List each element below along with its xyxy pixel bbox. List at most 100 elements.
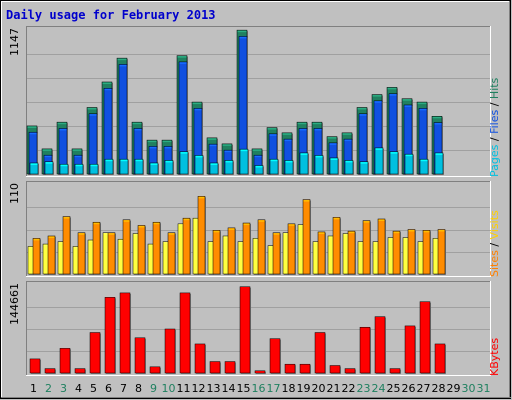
bar-hits-pages-day-26-highlight [405,154,413,157]
bar-visits-sites-day-18 [287,223,296,275]
bar-hits-pages-day-20-highlight [315,155,323,158]
bar-visits-visits-day-1-highlight [28,246,35,249]
bar-hits-hits-day-20-highlight [312,122,322,125]
x-tick-label-day-1: 1 [30,382,37,395]
bar-kbytes-day-25-highlight [390,369,400,371]
bar-hits-pages-day-4-highlight [75,164,83,167]
bar-hits-pages-day-26 [404,153,414,175]
bar-hits-files-day-8-highlight [134,128,142,131]
chart-title: Daily usage for February 2013 [6,8,216,22]
x-tick-label-day-11: 11 [177,382,191,395]
bar-hits-files-day-2-highlight [44,155,52,158]
bar-hits-hits-day-2-highlight [42,149,52,151]
bar-kbytes-day-6-highlight [105,297,115,300]
bar-kbytes-day-1 [29,358,41,374]
bar-kbytes-day-15 [239,286,251,374]
bar-hits-pages-day-28-highlight [435,153,443,155]
bar-kbytes-day-17 [269,338,281,374]
bar-hits-hits-day-17-highlight [267,128,277,130]
bar-visits-visits-day-14-highlight [223,236,230,238]
bar-visits-sites-day-15 [242,222,251,275]
bar-hits-pages-day-16-highlight [255,165,263,168]
x-tick-label-day-30: 30 [462,382,476,395]
x-tick-label-day-3: 3 [60,382,67,395]
bar-hits-pages-day-7 [119,158,129,175]
panel-visits: 110 Sites / Visits [8,181,501,277]
panel-kbytes-ymax-label: 144661 [8,283,21,325]
bar-hits-pages-day-7-highlight [120,159,128,162]
bar-hits-pages-day-1-highlight [30,163,38,165]
bar-visits-visits-day-21-highlight [328,236,335,238]
panel-kbytes-legend: KBytes [488,338,501,376]
bar-hits-pages-day-19-highlight [300,153,308,155]
bar-hits-hits-day-8-highlight [132,122,142,125]
bar-visits-sites-day-5-highlight [93,222,100,225]
bar-visits-visits-day-5-highlight [88,240,95,243]
x-tick-label-day-20: 20 [312,382,326,395]
bar-visits-sites-day-10 [167,232,176,275]
x-tick-label-day-12: 12 [192,382,206,395]
bar-visits-sites-day-27-highlight [423,230,430,233]
bar-kbytes-day-8-highlight [135,338,145,340]
bar-visits-sites-day-24 [377,218,386,275]
bar-kbytes-day-5 [89,332,101,374]
bar-hits-pages-day-8 [134,158,144,175]
bar-visits-visits-day-17-highlight [268,246,275,248]
bar-visits-sites-day-1 [32,238,41,275]
bar-hits-pages-day-21 [329,157,339,175]
bar-hits-pages-day-11-highlight [180,152,188,154]
x-tick-label-day-16: 16 [252,382,266,395]
bar-hits-hits-day-4-highlight [72,149,82,151]
bar-visits-sites-day-11-highlight [183,218,190,221]
bar-kbytes-day-12-highlight [195,344,205,346]
bar-visits-sites-day-9 [152,221,161,275]
bar-hits-pages-day-6 [104,158,114,175]
bar-kbytes-day-22 [344,368,356,374]
bar-hits-pages-day-27 [419,158,429,175]
bar-hits-files-day-21-highlight [329,143,337,145]
bar-hits-files-day-25-highlight [389,94,397,96]
bar-hits-pages-day-24-highlight [375,148,383,150]
bar-hits-files-day-26-highlight [404,105,412,107]
bar-hits-pages-day-22 [344,160,354,175]
bar-visits-sites-day-12 [197,196,206,275]
bar-kbytes-day-12 [194,343,206,374]
bar-kbytes-day-11 [179,292,191,374]
bar-kbytes-day-4 [74,368,86,374]
bar-hits-files-day-12-highlight [194,108,202,111]
panel-hits-legend: Pages / Files / Hits [488,77,501,177]
bar-visits-sites-day-28 [437,229,446,275]
bar-hits-pages-day-14 [224,160,234,175]
bar-kbytes-day-20 [314,332,326,374]
bar-visits-sites-day-13 [212,230,221,275]
bar-visits-visits-day-16-highlight [253,238,260,241]
x-tick-label-day-26: 26 [402,382,416,395]
bar-kbytes-day-13 [209,361,221,374]
bar-hits-pages-day-23-highlight [360,162,368,164]
x-tick-label-day-9: 9 [150,382,157,395]
x-tick-label-day-13: 13 [207,382,221,395]
bar-visits-visits-day-11-highlight [178,224,185,226]
bar-visits-sites-day-1-highlight [33,238,40,241]
bar-hits-pages-day-12-highlight [195,155,203,158]
bar-visits-visits-day-19-highlight [298,225,305,227]
bar-hits-hits-day-23-highlight [357,107,367,110]
bar-kbytes-day-24 [374,316,386,374]
bar-visits-visits-day-3-highlight [58,242,65,244]
bar-visits-visits-day-6-highlight [103,233,110,235]
bar-visits-visits-day-28-highlight [433,238,440,241]
bar-kbytes-day-28-highlight [435,344,445,346]
bar-visits-sites-day-14-highlight [228,228,235,230]
bar-hits-hits-day-14-highlight [222,144,232,146]
bar-hits-files-day-20-highlight [314,128,322,131]
bar-hits-pages-day-9-highlight [150,163,158,165]
bar-visits-sites-day-16 [257,219,266,275]
bar-hits-hits-day-22-highlight [342,133,352,135]
panels: 1147 Pages / Files / Hits 110 Sites / Visit… [8,26,501,376]
bar-visits-sites-day-22-highlight [348,231,355,234]
bar-visits-visits-day-18-highlight [283,233,290,235]
bar-hits-pages-day-18 [284,160,294,175]
bar-hits-pages-day-10 [164,160,174,175]
bar-visits-sites-day-9-highlight [153,222,160,225]
